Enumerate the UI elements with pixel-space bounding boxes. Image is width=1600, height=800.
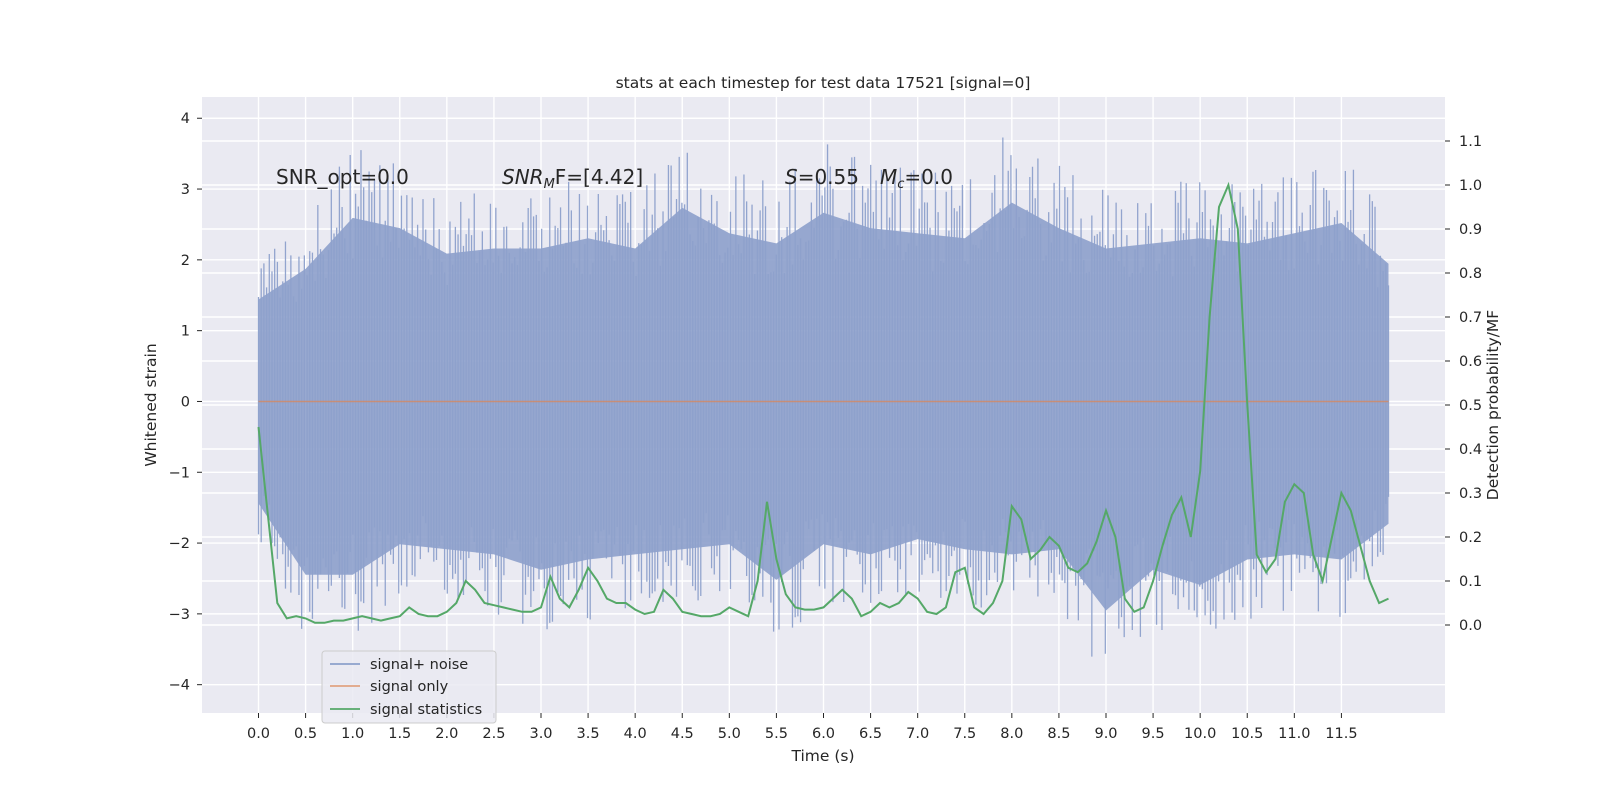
y2-axis-ticks: 1.1 1.0 0.9 0.8 0.7 0.6 0.5 0.4 0.3 0.2 0.1 0.0 [1445, 134, 1482, 634]
annotation-snr-opt: SNR_opt=0.0 [276, 165, 409, 189]
x-tick-label: 6.5 [859, 726, 882, 742]
x-tick-label: 0.5 [294, 726, 317, 742]
y-tick-label: 0 [181, 394, 190, 410]
legend-box [321, 650, 497, 724]
series-signal-statistics [257, 181, 1389, 624]
x-tick-label: 2.5 [482, 726, 505, 742]
y2-tick-label: 0.8 [1459, 266, 1482, 282]
y2-tick-label: 0.0 [1459, 618, 1482, 634]
x-tick-label: 0.0 [247, 726, 270, 742]
x-axis-label: Time (s) [790, 747, 854, 765]
annotation-s: S=0.55 [785, 165, 859, 189]
legend: signal+ noise signal only signal statist… [321, 650, 497, 724]
y2-tick-label: 0.1 [1459, 574, 1482, 590]
x-tick-label: 3.5 [577, 726, 600, 742]
x-axis-ticks: 0.0 0.5 1.0 1.5 2.0 2.5 3.0 3.5 4.0 4.5 5.0 5.5 6.0 6… [247, 713, 1358, 742]
x-tick-label: 7.5 [953, 726, 976, 742]
legend-label-signal-statistics: signal statistics [370, 702, 482, 718]
legend-label-signal-noise: signal+ noise [370, 657, 468, 673]
x-tick-label: 11.5 [1325, 726, 1357, 742]
y2-tick-label: 0.4 [1459, 442, 1482, 458]
x-tick-label: 9.5 [1142, 726, 1165, 742]
y-tick-label: 2 [181, 253, 190, 269]
x-tick-label: 8.5 [1047, 726, 1070, 742]
y2-tick-label: 0.2 [1459, 530, 1482, 546]
y2-tick-label: 0.9 [1459, 222, 1482, 238]
x-tick-label: 1.5 [388, 726, 411, 742]
y-tick-label: −3 [169, 607, 190, 623]
y-axis-ticks: 4 3 2 1 0 −1 −2 −3 −4 [169, 111, 202, 694]
x-tick-label: 10.5 [1231, 726, 1263, 742]
y-tick-label: 1 [181, 324, 190, 340]
y-tick-label: 3 [181, 182, 190, 198]
x-tick-label: 5.5 [765, 726, 788, 742]
x-tick-label: 1.0 [341, 726, 364, 742]
x-tick-label: 4.0 [624, 726, 647, 742]
x-tick-label: 6.0 [812, 726, 835, 742]
y-tick-label: −1 [169, 465, 190, 481]
y-tick-label: −2 [169, 536, 190, 552]
x-tick-label: 8.0 [1000, 726, 1023, 742]
x-tick-label: 2.0 [435, 726, 458, 742]
legend-label-signal-only: signal only [370, 679, 449, 695]
annotation-snr-mf: SNRMF=[4.42] [502, 165, 643, 192]
y2-tick-label: 0.6 [1459, 354, 1482, 370]
y2-tick-label: 0.3 [1459, 486, 1482, 502]
x-tick-label: 9.0 [1094, 726, 1117, 742]
x-tick-label: 7.0 [906, 726, 929, 742]
x-tick-label: 5.0 [718, 726, 741, 742]
x-tick-label: 3.0 [529, 726, 552, 742]
y-axis-label: Whitened strain [142, 343, 160, 466]
x-tick-label: 10.0 [1184, 726, 1216, 742]
y2-tick-label: 0.5 [1459, 398, 1482, 414]
x-tick-label: 11.0 [1278, 726, 1310, 742]
annotation-mc: Mc=0.0 [880, 165, 953, 192]
y2-tick-label: 1.0 [1459, 178, 1482, 194]
y2-tick-label: 1.1 [1459, 134, 1482, 150]
y2-axis-label: Detection probability/MF [1484, 310, 1502, 501]
x-tick-label: 4.5 [671, 726, 694, 742]
chart-title: stats at each timestep for test data 175… [616, 74, 1031, 92]
y-tick-label: −4 [169, 678, 190, 694]
y-tick-label: 4 [181, 111, 190, 127]
y2-tick-label: 0.7 [1459, 310, 1482, 326]
